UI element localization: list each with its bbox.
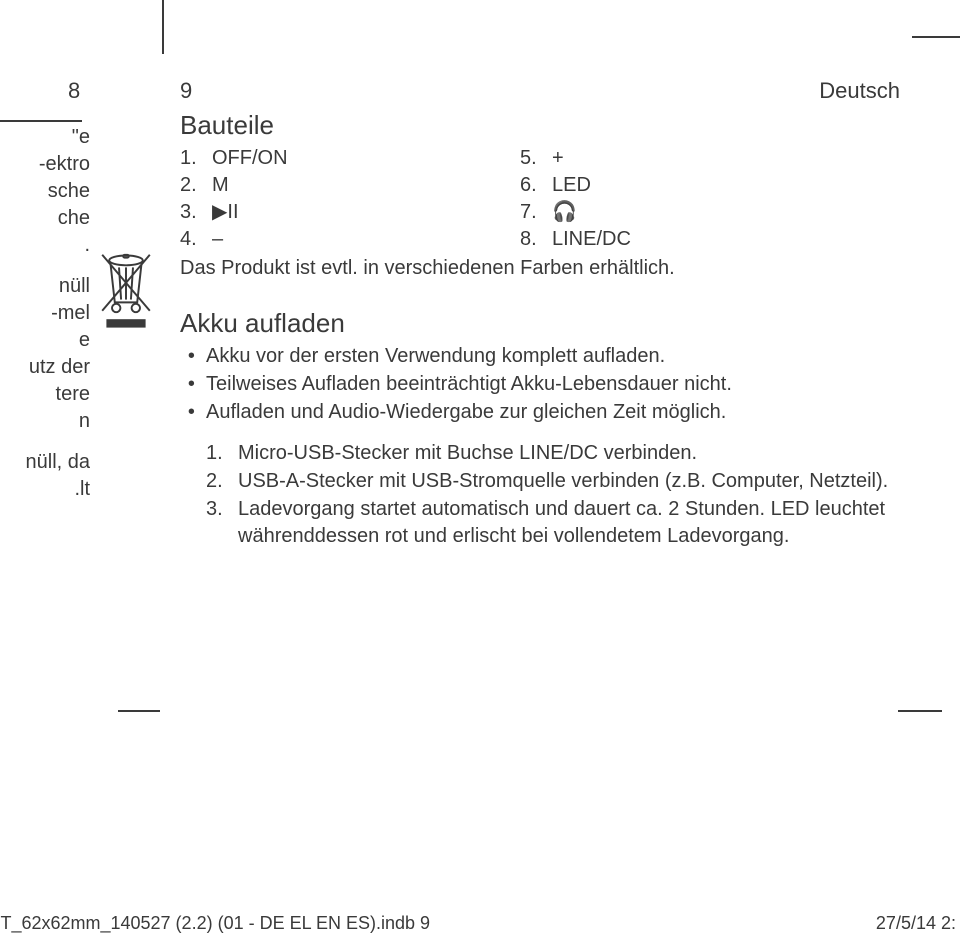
item-number: 8. [520, 226, 552, 253]
step-text: USB-A-Stecker mit USB-Stromquelle verbin… [238, 468, 900, 495]
weee-bin-icon [98, 252, 154, 330]
footer-filename: 3T_62x62mm_140527 (2.2) (01 - DE EL EN E… [0, 911, 430, 935]
language-label: Deutsch [819, 76, 900, 106]
charge-bullets: Akku vor der ersten Verwendung komplett … [180, 343, 900, 426]
item-label: LED [552, 172, 900, 199]
text-fragment: lt. [0, 476, 90, 503]
page-number-left: 8 [68, 76, 80, 106]
bullet-item: Aufladen und Audio-Wiedergabe zur gleich… [206, 399, 900, 426]
section-title-parts: Bauteile [180, 108, 900, 143]
text-fragment: ektro- [0, 151, 90, 178]
item-number: 7. [520, 199, 552, 226]
text-fragment: mel- [0, 300, 90, 327]
item-label: OFF/ON [212, 145, 520, 172]
left-cutoff-column: e" ektro- sche che . nüll mel- e utz der… [0, 124, 90, 517]
crop-mark [898, 710, 942, 712]
page-number-right: 9 [180, 76, 192, 106]
item-label: – [212, 226, 520, 253]
parts-list: 1.OFF/ON 2.M 3.▶II 4.– 5.+ 6.LED 7.🎧 8.L… [180, 145, 900, 253]
item-number: 1. [180, 145, 212, 172]
item-label: LINE/DC [552, 226, 900, 253]
step-number: 2. [206, 468, 238, 495]
item-number: 2. [180, 172, 212, 199]
item-number: 6. [520, 172, 552, 199]
text-fragment: utz der [0, 354, 90, 381]
step-text: Ladevorgang startet automatisch und daue… [238, 496, 900, 550]
crop-mark [118, 710, 160, 712]
crop-mark [162, 0, 164, 54]
text-fragment: nüll, da [0, 449, 90, 476]
item-label: M [212, 172, 520, 199]
item-label: + [552, 145, 900, 172]
text-fragment: e [0, 327, 90, 354]
play-pause-icon: ▶II [212, 199, 520, 226]
text-fragment: . [0, 232, 90, 259]
step-text: Micro-USB-Stecker mit Buchse LINE/DC ver… [238, 440, 900, 467]
step-number: 1. [206, 440, 238, 467]
parts-note: Das Produkt ist evtl. in verschiedenen F… [180, 255, 900, 282]
text-fragment: n [0, 408, 90, 435]
item-number: 3. [180, 199, 212, 226]
text-fragment: tere [0, 381, 90, 408]
section-title-charge: Akku aufladen [180, 306, 900, 341]
item-number: 5. [520, 145, 552, 172]
text-fragment: sche [0, 178, 90, 205]
text-fragment: nüll [0, 273, 90, 300]
item-number: 4. [180, 226, 212, 253]
page-footer: 3T_62x62mm_140527 (2.2) (01 - DE EL EN E… [0, 911, 960, 935]
bullet-item: Teilweises Aufladen beeinträchtigt Akku-… [206, 371, 900, 398]
headphones-icon: 🎧 [552, 199, 900, 226]
page-main: 9 Deutsch Bauteile 1.OFF/ON 2.M 3.▶II 4.… [180, 76, 900, 551]
bullet-item: Akku vor der ersten Verwendung komplett … [206, 343, 900, 370]
footer-date: 27/5/14 2: [876, 911, 956, 935]
text-fragment: che [0, 205, 90, 232]
step-number: 3. [206, 496, 238, 550]
text-fragment: e" [0, 124, 90, 151]
crop-mark [912, 36, 960, 38]
crop-mark [0, 120, 82, 122]
charge-steps: 1. Micro-USB-Stecker mit Buchse LINE/DC … [180, 440, 900, 550]
